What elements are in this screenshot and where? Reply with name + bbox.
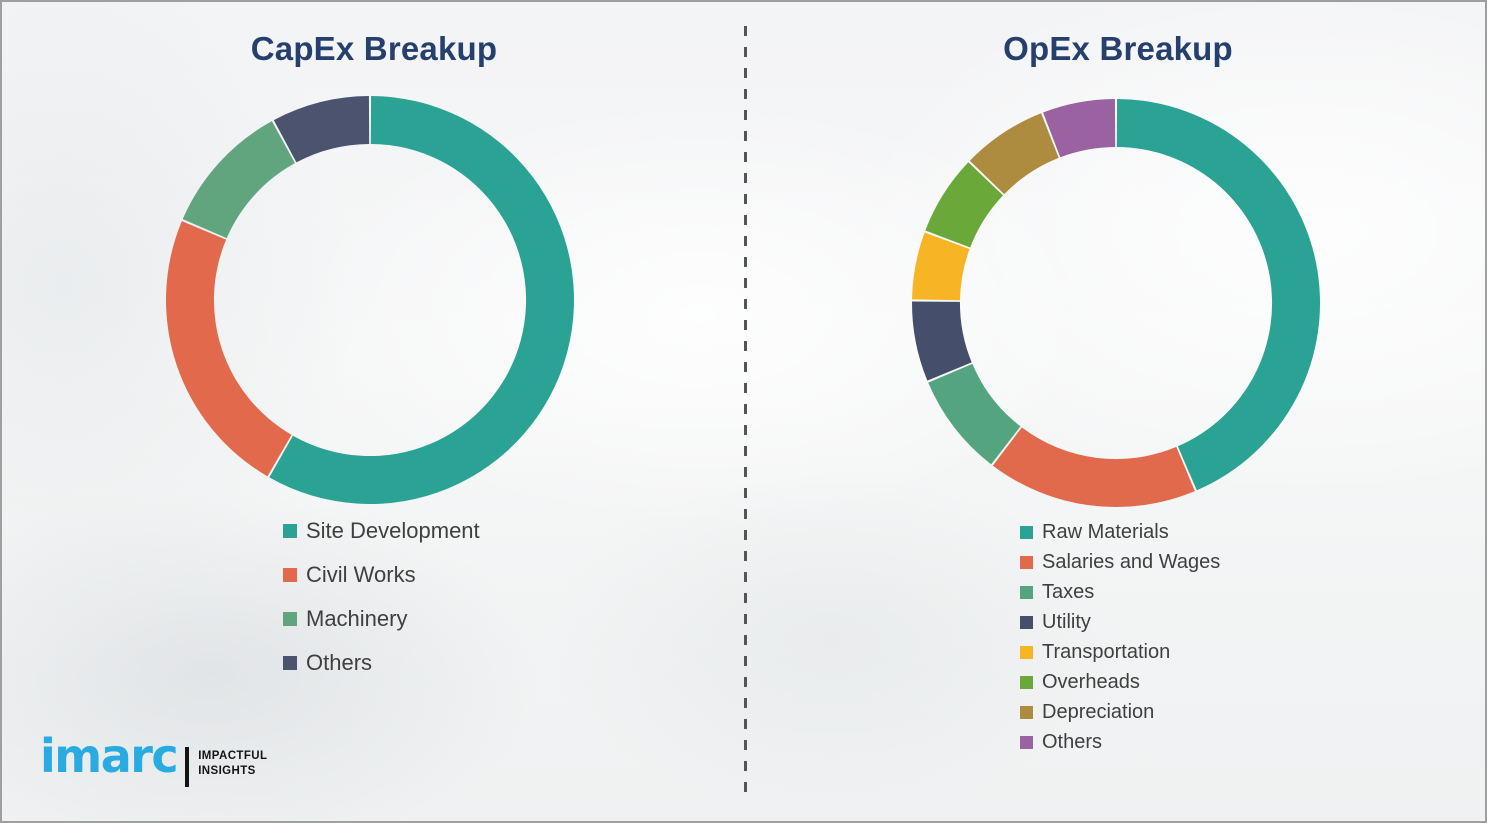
opex-donut-chart	[912, 99, 1321, 507]
donut-segment-machinery	[182, 121, 295, 239]
legend-swatch-taxes	[1020, 585, 1033, 599]
donut-segment-transportation	[912, 232, 970, 301]
legend-label: Raw Materials	[1042, 520, 1169, 543]
legend-label: Others	[306, 650, 373, 675]
tagline-line-2: INSIGHTS	[198, 764, 256, 777]
imarc-logo: imarc IMPACTFUL INSIGHTS	[40, 733, 267, 787]
capex-chart-title: CapEx Breakup	[250, 30, 498, 67]
vertical-dashed-divider	[744, 26, 747, 792]
opex-legend: Raw Materials Salaries and Wages Taxes Util…	[1020, 520, 1220, 754]
opex-chart-title: OpEx Breakup	[1003, 30, 1233, 67]
legend-label: Civil Works	[306, 562, 416, 587]
legend-item-civil-works: Civil Works	[283, 558, 480, 592]
tagline-line-1: IMPACTFUL	[198, 750, 268, 762]
donut-segment-overheads	[925, 162, 1004, 248]
capex-donut-chart	[166, 96, 575, 504]
legend-label: Site Development	[306, 518, 480, 543]
legend-swatch-depreciation	[1020, 705, 1033, 719]
donut-segment-salaries-and-wages	[992, 427, 1195, 507]
donut-segment-civil-works	[166, 221, 292, 477]
legend-label: Taxes	[1042, 580, 1095, 603]
legend-swatch-raw-materials	[1020, 525, 1033, 539]
legend-label: Overheads	[1042, 670, 1140, 693]
legend-label: Salaries and Wages	[1042, 550, 1221, 573]
donut-segment-others	[1043, 99, 1116, 158]
legend-item-depreciation: Depreciation	[1020, 700, 1220, 724]
legend-label: Transportation	[1042, 640, 1171, 663]
donut-segment-taxes	[928, 363, 1021, 465]
legend-item-machinery: Machinery	[283, 602, 480, 636]
legend-label: Utility	[1042, 610, 1091, 633]
legend-swatch-utility	[1020, 615, 1033, 629]
legend-item-others: Others	[283, 646, 480, 680]
legend-item-overheads: Overheads	[1020, 670, 1220, 694]
legend-item-others: Others	[1020, 730, 1220, 754]
legend-item-transportation: Transportation	[1020, 640, 1220, 664]
legend-label: Machinery	[306, 606, 408, 631]
legend-item-salaries-and-wages: Salaries and Wages	[1020, 550, 1220, 574]
capex-legend: Site Development Civil Works Machinery Othe…	[283, 514, 480, 680]
legend-item-utility: Utility	[1020, 610, 1220, 634]
legend-item-site-development: Site Development	[283, 514, 480, 548]
donut-segment-raw-materials	[1116, 99, 1321, 491]
legend-label: Depreciation	[1042, 700, 1155, 723]
legend-label: Others	[1042, 730, 1103, 753]
donut-segment-site-development	[269, 96, 575, 504]
legend-swatch-others	[1020, 735, 1033, 749]
donut-segment-depreciation	[969, 113, 1059, 195]
legend-swatch-others	[283, 656, 297, 670]
imarc-tagline: IMPACTFUL INSIGHTS	[198, 749, 267, 779]
legend-swatch-salaries-and-wages	[1020, 555, 1033, 569]
legend-swatch-civil-works	[283, 568, 297, 582]
legend-swatch-machinery	[283, 612, 297, 626]
logo-divider-bar	[185, 747, 190, 787]
legend-swatch-transportation	[1020, 645, 1033, 659]
legend-item-raw-materials: Raw Materials	[1020, 520, 1220, 544]
legend-swatch-site-development	[283, 524, 297, 538]
legend-item-taxes: Taxes	[1020, 580, 1220, 604]
legend-swatch-overheads	[1020, 675, 1033, 689]
donut-segment-utility	[912, 301, 972, 381]
imarc-wordmark: imarc	[40, 729, 179, 783]
donut-segment-others	[273, 96, 370, 163]
